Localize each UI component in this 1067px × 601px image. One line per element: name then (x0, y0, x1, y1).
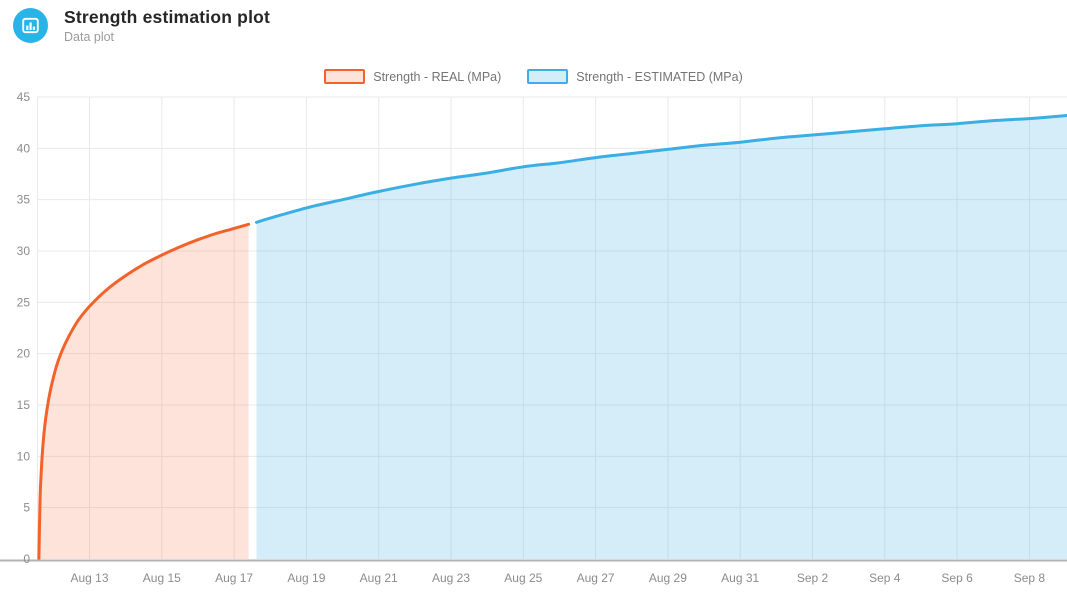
y-axis-label: 10 (17, 449, 31, 463)
gridlines (37, 96, 1067, 559)
x-axis-label: Aug 17 (215, 571, 253, 585)
legend-label-real: Strength - REAL (MPa) (373, 69, 502, 84)
y-axis-labels: 0 5 10 15 20 25 30 35 40 45 (17, 90, 31, 566)
legend-swatch-real (324, 69, 366, 84)
legend-label-estimated: Strength - ESTIMATED (MPa) (576, 69, 743, 84)
x-axis-label: Aug 21 (360, 571, 398, 585)
x-axis-label: Sep 2 (797, 571, 829, 585)
series-line (255, 114, 1067, 224)
x-axis-label: Aug 29 (649, 571, 687, 585)
series-area (256, 115, 1067, 559)
page-header: Strength estimation plot Data plot (13, 7, 270, 44)
x-axis-label: Aug 23 (432, 571, 470, 585)
y-axis-label: 0 (23, 552, 30, 566)
x-axis-label: Aug 31 (721, 571, 759, 585)
series-area (38, 224, 249, 560)
y-axis-label: 15 (17, 398, 31, 412)
y-axis-label: 20 (17, 347, 31, 361)
series-real (37, 222, 251, 561)
x-axis-label: Sep 8 (1014, 571, 1046, 585)
x-axis-label: Aug 25 (504, 571, 542, 585)
x-axis-labels: Aug 13 Aug 15 Aug 17 Aug 19 Aug 21 Aug 23 Aug … (70, 571, 1045, 585)
x-axis-label: Aug 27 (577, 571, 615, 585)
x-axis-label: Sep 4 (869, 571, 901, 585)
header-text: Strength estimation plot Data plot (64, 7, 270, 44)
y-axis-label: 5 (23, 501, 30, 515)
x-axis-label: Aug 19 (287, 571, 325, 585)
y-axis-label: 35 (17, 193, 31, 207)
x-axis-label: Sep 6 (941, 571, 973, 585)
legend-swatch-estimated (527, 69, 569, 84)
x-axis-label: Aug 13 (70, 571, 108, 585)
page-subtitle: Data plot (64, 30, 115, 45)
bar-chart-icon (13, 8, 48, 44)
series-line (37, 222, 251, 561)
y-axis-label: 45 (17, 90, 31, 104)
y-axis-label: 30 (17, 244, 31, 258)
series-estimated (255, 114, 1067, 559)
legend-item-real[interactable]: Strength - REAL (MPa) (324, 69, 501, 84)
legend-item-estimated[interactable]: Strength - ESTIMATED (MPa) (527, 69, 743, 84)
page-title: Strength estimation plot (64, 7, 271, 27)
x-axis-label: Aug 15 (143, 571, 181, 585)
chart-legend: Strength - REAL (MPa) Strength - ESTIMAT… (0, 69, 1067, 84)
y-axis-label: 40 (17, 141, 31, 155)
y-axis-label: 25 (17, 295, 31, 309)
